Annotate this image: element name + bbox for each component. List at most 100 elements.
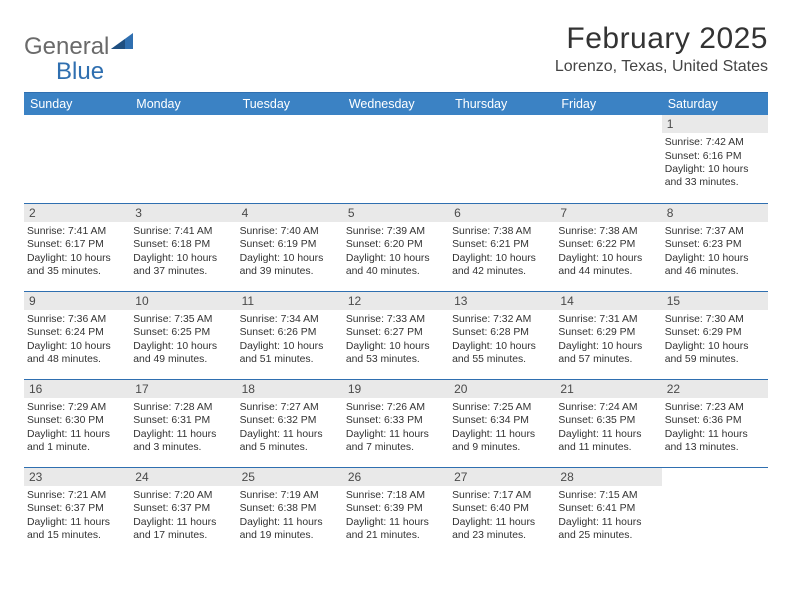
day-cell: 22Sunrise: 7:23 AMSunset: 6:36 PMDayligh… (662, 379, 768, 467)
daylight-text: Daylight: 11 hours and 1 minute. (27, 428, 127, 455)
day-header-row: Sunday Monday Tuesday Wednesday Thursday… (24, 93, 768, 116)
sunset-text: Sunset: 6:17 PM (27, 238, 127, 251)
sunrise-text: Sunrise: 7:15 AM (558, 489, 658, 502)
day-cell: 14Sunrise: 7:31 AMSunset: 6:29 PMDayligh… (555, 291, 661, 379)
day-cell: 18Sunrise: 7:27 AMSunset: 6:32 PMDayligh… (237, 379, 343, 467)
day-cell: 20Sunrise: 7:25 AMSunset: 6:34 PMDayligh… (449, 379, 555, 467)
day-number (555, 115, 661, 131)
day-number: 20 (449, 380, 555, 398)
day-cell: 11Sunrise: 7:34 AMSunset: 6:26 PMDayligh… (237, 291, 343, 379)
daylight-text: Daylight: 11 hours and 17 minutes. (133, 516, 233, 543)
week-row: 9Sunrise: 7:36 AMSunset: 6:24 PMDaylight… (24, 291, 768, 379)
sunset-text: Sunset: 6:23 PM (665, 238, 765, 251)
day-details: Sunrise: 7:41 AMSunset: 6:17 PMDaylight:… (24, 222, 130, 281)
sunrise-text: Sunrise: 7:17 AM (452, 489, 552, 502)
day-details: Sunrise: 7:34 AMSunset: 6:26 PMDaylight:… (237, 310, 343, 369)
day-details: Sunrise: 7:40 AMSunset: 6:19 PMDaylight:… (237, 222, 343, 281)
sunset-text: Sunset: 6:27 PM (346, 326, 446, 339)
day-details: Sunrise: 7:21 AMSunset: 6:37 PMDaylight:… (24, 486, 130, 545)
sunrise-text: Sunrise: 7:32 AM (452, 313, 552, 326)
day-number: 11 (237, 292, 343, 310)
day-details: Sunrise: 7:41 AMSunset: 6:18 PMDaylight:… (130, 222, 236, 281)
daylight-text: Daylight: 10 hours and 35 minutes. (27, 252, 127, 279)
daylight-text: Daylight: 11 hours and 3 minutes. (133, 428, 233, 455)
daylight-text: Daylight: 10 hours and 46 minutes. (665, 252, 765, 279)
title-block: February 2025 Lorenzo, Texas, United Sta… (555, 22, 768, 76)
day-number: 5 (343, 204, 449, 222)
day-details: Sunrise: 7:38 AMSunset: 6:22 PMDaylight:… (555, 222, 661, 281)
day-header: Monday (130, 93, 236, 116)
day-number: 12 (343, 292, 449, 310)
week-row: 16Sunrise: 7:29 AMSunset: 6:30 PMDayligh… (24, 379, 768, 467)
day-details: Sunrise: 7:20 AMSunset: 6:37 PMDaylight:… (130, 486, 236, 545)
day-cell: 21Sunrise: 7:24 AMSunset: 6:35 PMDayligh… (555, 379, 661, 467)
day-details: Sunrise: 7:37 AMSunset: 6:23 PMDaylight:… (662, 222, 768, 281)
sunrise-text: Sunrise: 7:38 AM (558, 225, 658, 238)
sunset-text: Sunset: 6:36 PM (665, 414, 765, 427)
day-number (130, 115, 236, 131)
day-number (662, 468, 768, 484)
day-cell: 16Sunrise: 7:29 AMSunset: 6:30 PMDayligh… (24, 379, 130, 467)
week-row: 2Sunrise: 7:41 AMSunset: 6:17 PMDaylight… (24, 203, 768, 291)
daylight-text: Daylight: 10 hours and 57 minutes. (558, 340, 658, 367)
sunrise-text: Sunrise: 7:21 AM (27, 489, 127, 502)
sunrise-text: Sunrise: 7:36 AM (27, 313, 127, 326)
day-details: Sunrise: 7:27 AMSunset: 6:32 PMDaylight:… (237, 398, 343, 457)
day-number (449, 115, 555, 131)
day-number: 27 (449, 468, 555, 486)
daylight-text: Daylight: 11 hours and 21 minutes. (346, 516, 446, 543)
calendar-body: 1Sunrise: 7:42 AMSunset: 6:16 PMDaylight… (24, 115, 768, 555)
day-details: Sunrise: 7:38 AMSunset: 6:21 PMDaylight:… (449, 222, 555, 281)
sunset-text: Sunset: 6:20 PM (346, 238, 446, 251)
day-cell: 17Sunrise: 7:28 AMSunset: 6:31 PMDayligh… (130, 379, 236, 467)
month-title: February 2025 (555, 22, 768, 56)
day-number: 22 (662, 380, 768, 398)
sunset-text: Sunset: 6:18 PM (133, 238, 233, 251)
day-details: Sunrise: 7:31 AMSunset: 6:29 PMDaylight:… (555, 310, 661, 369)
sunrise-text: Sunrise: 7:31 AM (558, 313, 658, 326)
daylight-text: Daylight: 11 hours and 15 minutes. (27, 516, 127, 543)
sunrise-text: Sunrise: 7:37 AM (665, 225, 765, 238)
daylight-text: Daylight: 10 hours and 33 minutes. (665, 163, 765, 190)
daylight-text: Daylight: 10 hours and 51 minutes. (240, 340, 340, 367)
daylight-text: Daylight: 10 hours and 40 minutes. (346, 252, 446, 279)
day-header: Friday (555, 93, 661, 116)
day-header: Saturday (662, 93, 768, 116)
day-header: Tuesday (237, 93, 343, 116)
sunrise-text: Sunrise: 7:41 AM (27, 225, 127, 238)
day-cell (130, 115, 236, 203)
day-number: 24 (130, 468, 236, 486)
day-cell: 10Sunrise: 7:35 AMSunset: 6:25 PMDayligh… (130, 291, 236, 379)
day-number (237, 115, 343, 131)
day-number: 25 (237, 468, 343, 486)
day-cell: 8Sunrise: 7:37 AMSunset: 6:23 PMDaylight… (662, 203, 768, 291)
sunrise-text: Sunrise: 7:23 AM (665, 401, 765, 414)
day-cell (449, 115, 555, 203)
day-cell (555, 115, 661, 203)
day-details: Sunrise: 7:19 AMSunset: 6:38 PMDaylight:… (237, 486, 343, 545)
day-number: 28 (555, 468, 661, 486)
day-details: Sunrise: 7:28 AMSunset: 6:31 PMDaylight:… (130, 398, 236, 457)
daylight-text: Daylight: 11 hours and 19 minutes. (240, 516, 340, 543)
day-cell (343, 115, 449, 203)
daylight-text: Daylight: 10 hours and 48 minutes. (27, 340, 127, 367)
sunset-text: Sunset: 6:41 PM (558, 502, 658, 515)
sunrise-text: Sunrise: 7:38 AM (452, 225, 552, 238)
sunset-text: Sunset: 6:28 PM (452, 326, 552, 339)
day-details: Sunrise: 7:39 AMSunset: 6:20 PMDaylight:… (343, 222, 449, 281)
sunset-text: Sunset: 6:33 PM (346, 414, 446, 427)
day-number: 2 (24, 204, 130, 222)
day-number: 13 (449, 292, 555, 310)
day-number: 7 (555, 204, 661, 222)
daylight-text: Daylight: 10 hours and 49 minutes. (133, 340, 233, 367)
sunrise-text: Sunrise: 7:41 AM (133, 225, 233, 238)
day-number: 6 (449, 204, 555, 222)
logo-text-2: Blue (56, 58, 104, 86)
sunset-text: Sunset: 6:32 PM (240, 414, 340, 427)
sunset-text: Sunset: 6:31 PM (133, 414, 233, 427)
day-header: Wednesday (343, 93, 449, 116)
logo-text-1: General (24, 33, 109, 61)
sunrise-text: Sunrise: 7:25 AM (452, 401, 552, 414)
day-cell: 19Sunrise: 7:26 AMSunset: 6:33 PMDayligh… (343, 379, 449, 467)
sunrise-text: Sunrise: 7:28 AM (133, 401, 233, 414)
